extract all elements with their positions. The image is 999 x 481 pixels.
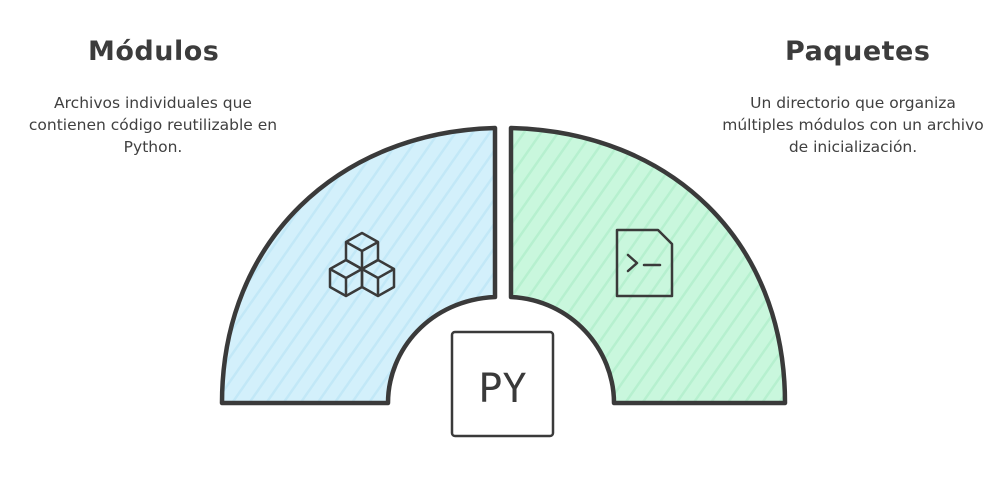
modulos-title: Módulos xyxy=(88,36,220,67)
modulos-description: Archivos individuales que contienen códi… xyxy=(28,94,278,156)
python-file-icon: PY xyxy=(450,330,555,438)
cubes-icon xyxy=(328,231,396,298)
paquetes-description: Un directorio que organiza múltiples mód… xyxy=(722,94,984,156)
py-label: PY xyxy=(478,366,526,412)
modulos-segment xyxy=(219,125,498,406)
paquetes-title: Paquetes xyxy=(785,36,931,67)
terminal-file-icon xyxy=(615,228,674,298)
